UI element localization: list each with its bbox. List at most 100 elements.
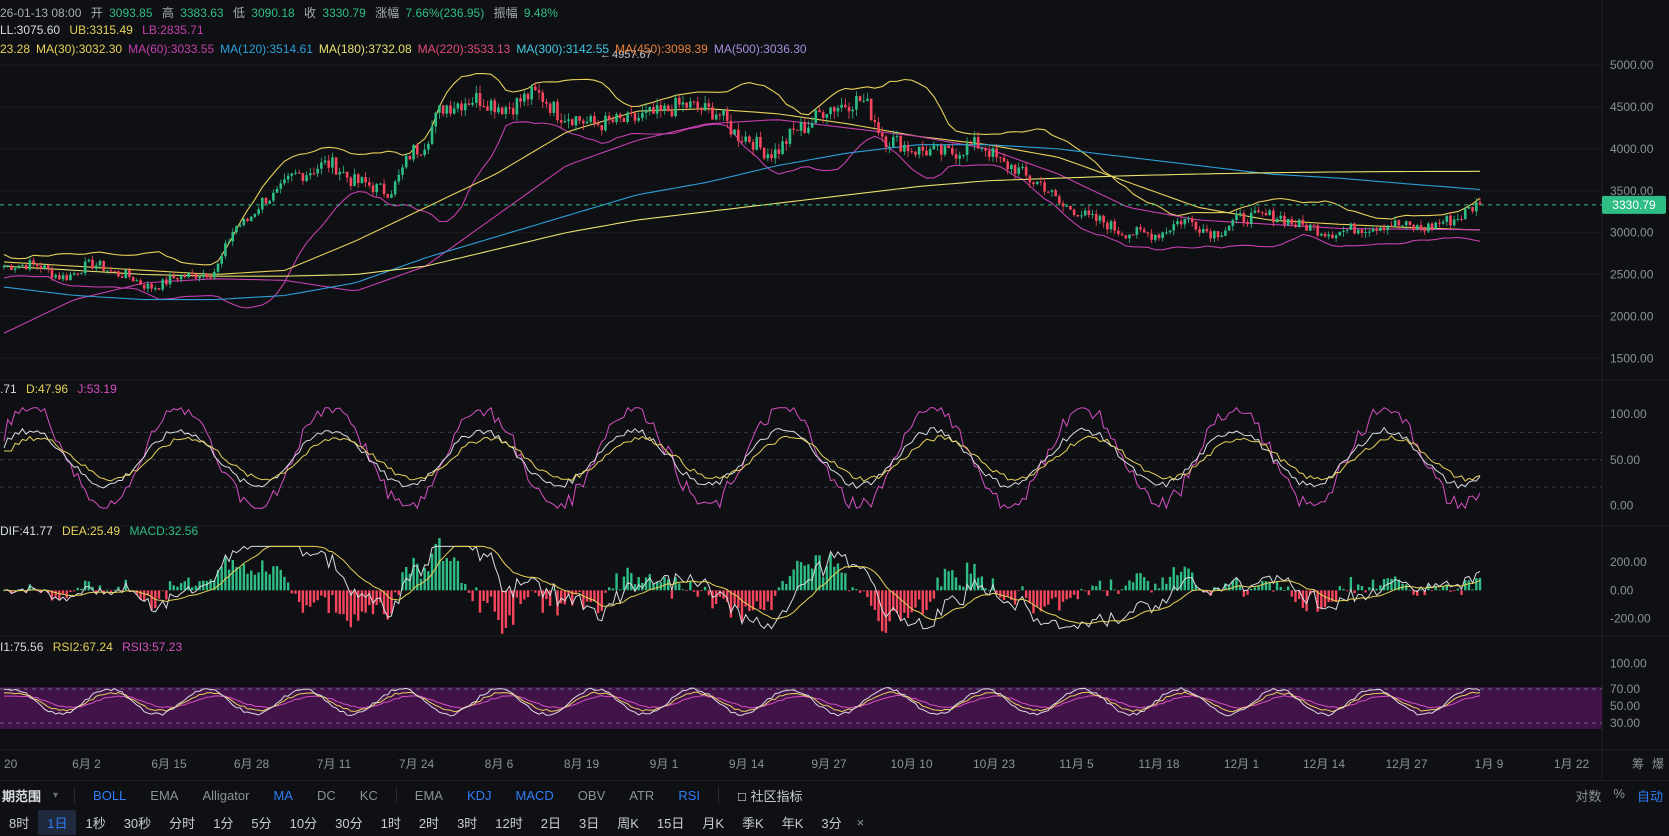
candle-body	[449, 105, 452, 114]
candle-body	[711, 106, 714, 120]
macd-bar	[1452, 590, 1456, 592]
candle-body	[559, 120, 563, 123]
timeframe-5[interactable]: 1分	[213, 815, 234, 831]
candle-body	[633, 113, 637, 121]
timeframe-18[interactable]: 季K	[742, 815, 764, 831]
sub-indicator-obv[interactable]: OBV	[577, 787, 606, 803]
candle-body	[1356, 229, 1360, 234]
macd-bar	[109, 590, 113, 594]
candle-body	[995, 148, 998, 158]
candle-body	[438, 105, 441, 113]
macd-bar	[836, 563, 840, 591]
chevron-down-icon[interactable]: ▾	[53, 789, 59, 801]
community-indicators-button[interactable]: ☐ 社区指标	[725, 786, 815, 805]
timeframe-2[interactable]: 1秒	[85, 815, 106, 831]
sub-indicator-atr[interactable]: ATR	[629, 787, 655, 803]
macd-bar	[205, 581, 209, 591]
macd-bar	[364, 590, 367, 613]
macd-bar	[294, 590, 297, 594]
timeframe-3[interactable]: 30秒	[123, 815, 152, 831]
main-indicator-boll[interactable]: BOLL	[93, 787, 127, 803]
close-icon[interactable]: ×	[856, 814, 865, 830]
timeframe-7[interactable]: 10分	[289, 815, 318, 831]
candle-body	[360, 177, 364, 184]
candle-body	[744, 136, 747, 142]
macd-bar	[1408, 589, 1412, 591]
macd-bar	[744, 590, 747, 607]
macd-bar	[331, 590, 334, 596]
macd-bar	[969, 573, 972, 591]
candle-body	[1213, 231, 1216, 239]
timeframe-19[interactable]: 年K	[781, 815, 804, 831]
timeframe-6[interactable]: 5分	[251, 815, 272, 831]
candle-body	[788, 128, 792, 144]
macd-bar	[615, 573, 618, 591]
candle-body	[408, 155, 412, 160]
chart-canvas[interactable]: 5000.00 4500.00 4000.00 3500.00 3000.00 2500.…	[0, 0, 1669, 780]
candle-body	[906, 144, 910, 152]
timeframe-12[interactable]: 12时	[495, 815, 523, 831]
timeframe-14[interactable]: 3日	[579, 815, 600, 831]
main-indicator-alligator[interactable]: Alligator	[202, 787, 250, 803]
timeframe-9[interactable]: 1时	[380, 815, 401, 831]
timeframe-20[interactable]: 3分	[821, 815, 842, 831]
macd-bar	[869, 590, 873, 606]
macd-bar	[973, 563, 976, 591]
timeframe-15[interactable]: 周K	[617, 815, 639, 831]
macd-bar	[559, 590, 563, 604]
macd-bar	[788, 575, 792, 591]
percent-scale-toggle[interactable]: %	[1613, 785, 1625, 801]
macd-bar	[1390, 578, 1393, 591]
candle-body	[685, 102, 688, 108]
candle-body	[1297, 219, 1301, 228]
macd-bar	[268, 574, 271, 591]
date-tick: 10月 23	[973, 757, 1015, 771]
main-indicator-ema[interactable]: EMA	[150, 787, 179, 803]
timeframe-17[interactable]: 月K	[702, 815, 725, 831]
macd-bar	[641, 582, 644, 591]
candle-body	[1364, 232, 1367, 234]
macd-bar	[72, 590, 76, 592]
main-indicator-dc[interactable]: DC	[316, 787, 336, 803]
candle-body	[2, 266, 6, 268]
macd-bar	[1128, 580, 1131, 591]
candle-body	[840, 104, 843, 108]
macd-bar	[349, 590, 353, 628]
timeframe-16[interactable]: 15日	[656, 815, 685, 831]
bar-date: 26-01-13 08:00	[0, 6, 82, 20]
main-indicator-ma[interactable]: MA	[273, 787, 293, 803]
ma-legend-item: MA(120):3514.61	[220, 42, 313, 56]
timeframe-8[interactable]: 30分	[335, 815, 363, 831]
macd-bar	[541, 590, 544, 613]
timeframe-4[interactable]: 分时	[169, 815, 196, 831]
candle-body	[190, 272, 194, 274]
macd-bar	[814, 555, 817, 591]
macd-bar	[895, 590, 899, 614]
sub-indicator-ema[interactable]: EMA	[414, 787, 443, 803]
candle-body	[519, 98, 522, 102]
macd-bar	[36, 590, 39, 592]
macd-bar	[512, 590, 515, 625]
timeframe-0[interactable]: 8时	[9, 815, 30, 831]
macd-bar	[401, 572, 404, 591]
candle-body	[515, 98, 519, 115]
auto-scale-toggle[interactable]: 自动	[1636, 788, 1663, 804]
ma-legend-item: 23.28	[0, 42, 30, 56]
timeframe-10[interactable]: 2时	[418, 815, 440, 831]
period-range-button[interactable]: 期范围	[2, 788, 42, 804]
log-scale-toggle[interactable]: 对数	[1575, 788, 1602, 804]
sub-indicator-macd[interactable]: MACD	[515, 787, 554, 803]
timeframe-13[interactable]: 2日	[540, 815, 561, 831]
candle-body	[172, 275, 176, 279]
candle-body	[382, 183, 386, 194]
main-indicator-kc[interactable]: KC	[359, 787, 378, 803]
candle-body	[611, 119, 615, 123]
sub-indicator-rsi[interactable]: RSI	[678, 787, 700, 803]
candle-body	[810, 122, 814, 128]
candle-body	[1268, 210, 1271, 216]
sub-indicator-kdj[interactable]: KDJ	[466, 787, 492, 803]
timeframe-11[interactable]: 3时	[457, 815, 478, 831]
timeframe-1[interactable]: 1日	[38, 809, 77, 835]
candle-body	[1028, 175, 1032, 183]
macd-bar	[733, 590, 736, 604]
